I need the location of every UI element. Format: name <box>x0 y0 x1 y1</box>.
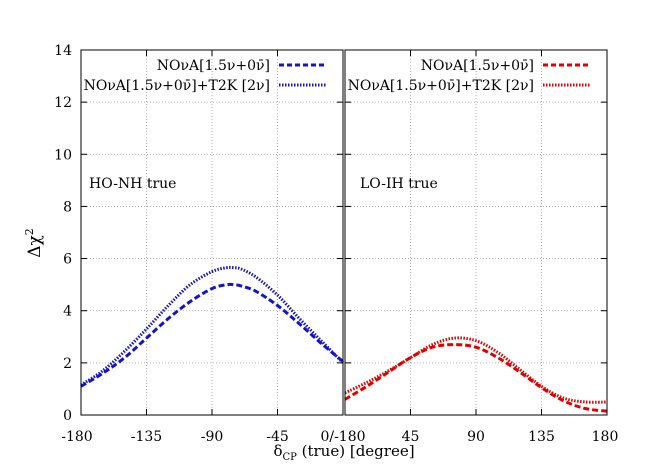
x-tick-label: 180 <box>592 429 619 445</box>
x-tick-label: 135 <box>528 429 555 445</box>
y-tick-label: 8 <box>63 199 72 215</box>
panel-right-annotation: LO-IH true <box>360 176 438 192</box>
y-tick-label: 4 <box>63 304 72 320</box>
x-axis-label-sub: CP <box>282 452 297 463</box>
x-tick-label: -180 <box>61 429 92 445</box>
legend-right-entry-1: NOνA[1.5ν+0ν̄] <box>421 58 534 74</box>
y-tick-label: 6 <box>63 252 72 268</box>
panel-left-annotation: HO-NH true <box>89 176 176 192</box>
series-line-right-2 <box>344 336 608 404</box>
x-axis-label: δCP (true) [degree] <box>273 442 414 463</box>
tick-marks <box>80 49 608 416</box>
series-line-right-1 <box>344 343 608 413</box>
y-tick-label: 14 <box>54 43 72 59</box>
series-line-left-1 <box>80 282 344 388</box>
legend-right: NOνA[1.5ν+0ν̄] NOνA[1.5ν+0ν̄]+T2K [2ν] <box>348 58 590 94</box>
y-tick-label: 0 <box>63 408 72 424</box>
x-axis-label-rest: (true) [degree] <box>297 442 415 460</box>
series-line-left-2 <box>80 265 345 387</box>
legend-right-entry-2: NOνA[1.5ν+0ν̄]+T2K [2ν] <box>348 78 534 94</box>
x-axis-label-main: δ <box>273 442 282 460</box>
legend-left-entry-2: NOνA[1.5ν+0ν̄]+T2K [2ν] <box>84 78 270 94</box>
grid-left <box>81 50 343 415</box>
grid-right <box>345 50 607 415</box>
y-axis-label-main: Δχ <box>25 235 45 258</box>
x-tick-label: -135 <box>131 429 162 445</box>
curves-left <box>80 265 345 388</box>
y-tick-label: 10 <box>54 147 72 163</box>
x-tick-label: 45 <box>402 429 420 445</box>
y-tick-labels: 0 2 4 6 8 10 12 14 <box>54 43 72 424</box>
x-tick-label: -90 <box>201 429 224 445</box>
x-tick-labels: -180 -135 -90 -45 0/-180 45 90 135 180 <box>61 429 618 445</box>
y-tick-label: 12 <box>54 95 72 111</box>
x-tick-label: 90 <box>467 429 485 445</box>
y-axis-label: Δχ2 <box>23 228 45 258</box>
legend-left: NOνA[1.5ν+0ν̄] NOνA[1.5ν+0ν̄]+T2K [2ν] <box>84 58 326 94</box>
curves-right <box>344 336 608 413</box>
y-tick-label: 2 <box>63 356 72 372</box>
x-tick-label: -45 <box>266 429 289 445</box>
legend-left-entry-1: NOνA[1.5ν+0ν̄] <box>157 58 270 74</box>
x-tick-label: 0/-180 <box>320 429 365 445</box>
y-axis-label-sup: 2 <box>23 228 36 235</box>
